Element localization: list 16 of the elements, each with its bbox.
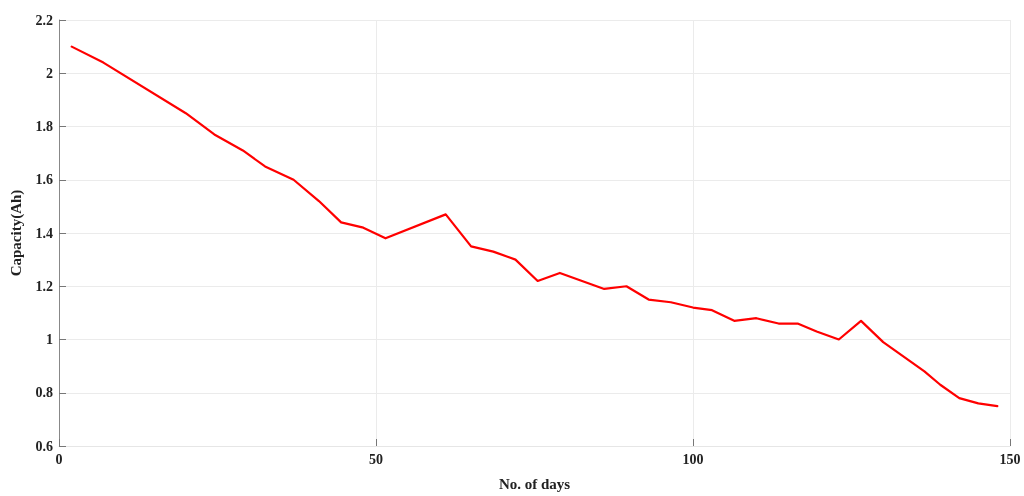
x-tick-label: 150 (999, 451, 1021, 467)
y-tick-label: 1.4 (35, 225, 53, 241)
y-tick-label: 0.6 (35, 438, 53, 454)
x-tick-label: 0 (55, 451, 63, 467)
x-tick-label: 100 (682, 451, 704, 467)
y-tick-label: 1 (46, 332, 53, 347)
line-series (70, 45, 999, 408)
y-tick-label: 0.8 (35, 385, 53, 401)
y-tick-label: 1.6 (35, 172, 53, 188)
x-axis-title: No. of days (498, 475, 571, 492)
y-tick-label: 1.8 (35, 119, 53, 134)
x-tick-label: 50 (369, 451, 383, 467)
y-tick-label: 2 (46, 65, 53, 81)
y-axis-title: Capacity(Ah) (7, 189, 25, 277)
y-tick-label: 1.2 (35, 278, 53, 294)
y-tick-label: 2.2 (35, 12, 53, 28)
